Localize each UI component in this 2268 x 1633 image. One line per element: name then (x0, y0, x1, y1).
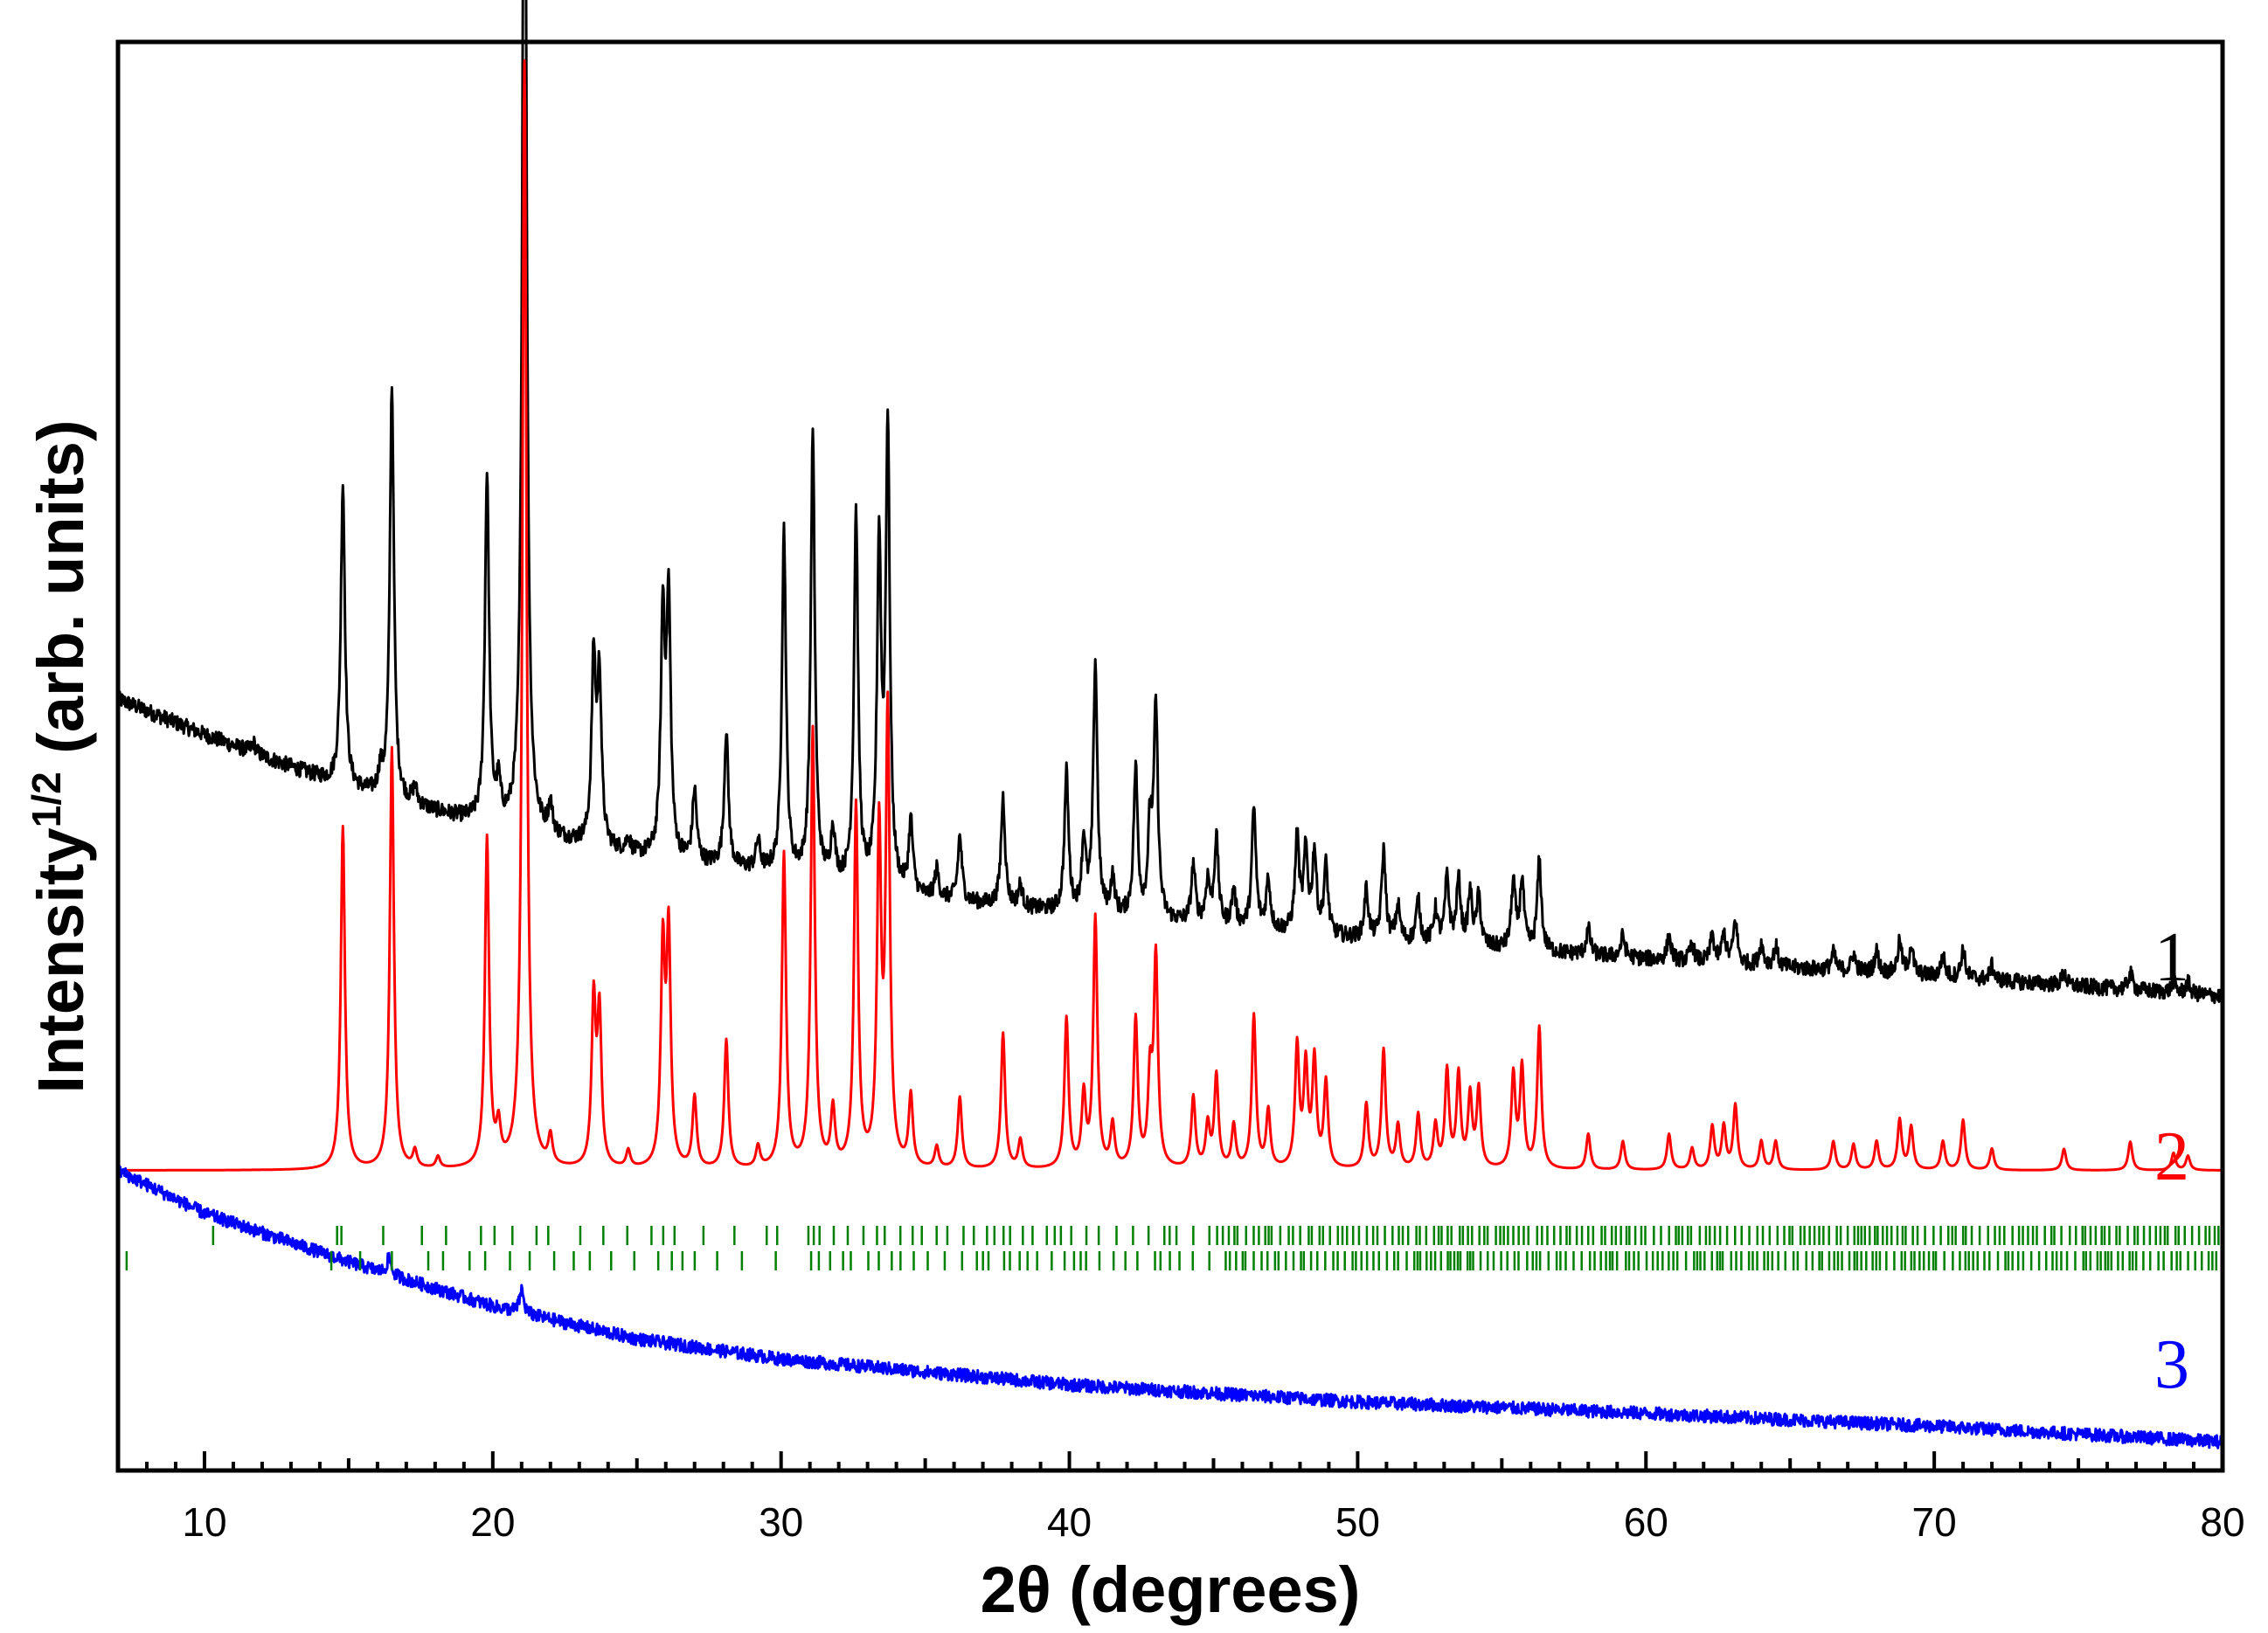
marker-row-1 (212, 1226, 2220, 1245)
plot-frame (115, 39, 2225, 1473)
x-tick-label: 80 (2200, 1499, 2244, 1545)
x-tick-label: 70 (1912, 1499, 1957, 1545)
series-line-1 (116, 0, 2224, 1005)
curve-label-2: 2 (2154, 1118, 2189, 1195)
marker-row-2 (125, 1251, 2218, 1270)
y-axis-title-main: Intensity (24, 827, 97, 1093)
series-line-2 (117, 59, 2223, 1172)
y-axis-title: Intensity1/2 (arb. units) (24, 419, 97, 1093)
x-tick-label: 20 (470, 1499, 515, 1545)
x-tick-label: 30 (759, 1499, 803, 1545)
x-tick-label: 40 (1047, 1499, 1092, 1545)
y-axis-title-sup: 1/2 (24, 772, 69, 827)
curve-label-1: 1 (2154, 919, 2189, 996)
reflection-markers (125, 1226, 2220, 1270)
series-layer (116, 0, 2224, 1450)
series-line-3 (116, 1164, 2224, 1450)
y-axis-title-rest: (arb. units) (24, 419, 97, 772)
x-tick-label: 50 (1335, 1499, 1380, 1545)
x-tick-label: 60 (1624, 1499, 1668, 1545)
x-axis: 10 20 30 40 50 60 70 80 (144, 1451, 2245, 1545)
x-axis-title: 2θ (degrees) (981, 1553, 1361, 1626)
curve-label-3: 3 (2154, 1326, 2189, 1403)
x-tick-label: 10 (182, 1499, 226, 1545)
